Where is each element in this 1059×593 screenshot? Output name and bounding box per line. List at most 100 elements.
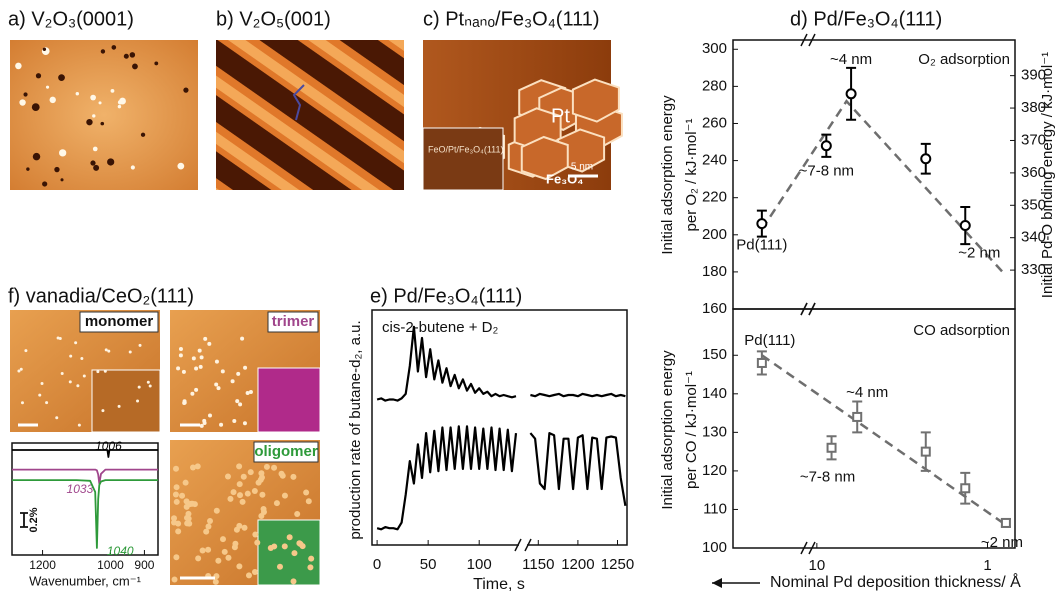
cluster [199, 365, 203, 369]
cluster [291, 578, 297, 584]
cluster [232, 544, 238, 550]
cluster [252, 488, 258, 494]
cluster [179, 353, 183, 357]
cluster [240, 337, 244, 341]
cluster [176, 366, 180, 370]
adatom [177, 163, 184, 170]
cluster [17, 370, 20, 373]
panel-title: a) V₂O₃(0001) [8, 8, 134, 30]
cluster [271, 465, 277, 471]
x-tick-label: 1200 [29, 558, 56, 572]
cluster [215, 558, 221, 564]
y-axis-label: per O₂ / kJ·mol⁻¹ [683, 119, 700, 232]
plot-frame [733, 40, 1015, 309]
cluster [76, 384, 79, 387]
adatom [32, 103, 40, 111]
cluster [203, 337, 207, 341]
cluster [294, 511, 300, 517]
cluster [207, 342, 211, 346]
cluster [41, 382, 44, 385]
cluster [241, 474, 247, 480]
series-line [377, 426, 625, 529]
cluster [173, 491, 179, 497]
cluster [173, 466, 179, 472]
chart-title: d) Pd/Fe₃O₄(111) [790, 8, 942, 30]
y-axis-label: production rate of butane-d₂, a.u. [347, 320, 364, 539]
annotation: CO adsorption [913, 322, 1010, 339]
cluster [217, 386, 221, 390]
cluster [182, 370, 186, 374]
stm-image [216, 40, 404, 190]
adatom [90, 95, 96, 101]
cluster [240, 499, 246, 505]
series-line [377, 327, 625, 401]
adatom [107, 158, 114, 165]
cluster [264, 464, 270, 470]
cluster [194, 366, 198, 370]
image-label: monomer [85, 313, 154, 330]
cluster [183, 480, 189, 486]
y2-tick-label: 380 [1021, 99, 1046, 116]
x-tick-label: 1200 [561, 556, 594, 573]
cluster [282, 493, 288, 499]
adatom [19, 99, 25, 105]
peak-label: 1006 [95, 439, 122, 453]
image-label: oligomer [254, 443, 318, 460]
point-label: ~2 nm [958, 244, 1000, 261]
y2-tick-label: 350 [1021, 196, 1046, 213]
cluster [203, 529, 209, 535]
point [1002, 519, 1010, 527]
adatom [58, 74, 65, 81]
y-tick-label: 100 [702, 539, 727, 556]
adatom [90, 160, 95, 165]
cluster [237, 492, 243, 498]
cluster [232, 419, 236, 423]
adatom [46, 86, 49, 89]
x-tick-label: 900 [134, 558, 154, 572]
inset-image [258, 520, 320, 585]
cluster [202, 419, 206, 423]
cluster [192, 356, 196, 360]
inset-label: FeO/Pt/Fe₃O₄(111) [428, 144, 504, 154]
cluster [171, 515, 177, 521]
point [961, 484, 969, 492]
adatom [26, 167, 29, 170]
point-label: ~7-8 nm [799, 163, 854, 180]
cluster [21, 401, 24, 404]
y-axis-label: per CO / kJ·mol⁻¹ [683, 371, 700, 489]
cluster [38, 394, 41, 397]
adatom [100, 122, 104, 126]
cluster [147, 381, 150, 384]
cluster [221, 369, 225, 373]
figure: a) V₂O₃(0001) b) V₂O₅(001) c) Ptₙₐₙₒ/Fe₃… [0, 0, 1059, 593]
y-tick-label: 300 [702, 40, 727, 57]
cluster [172, 576, 178, 582]
y-tick-label: 130 [702, 423, 727, 440]
y2-tick-label: 360 [1021, 164, 1046, 181]
point-label: ~4 nm [846, 384, 888, 401]
adatom [141, 133, 145, 137]
cluster [138, 386, 141, 389]
adatom [183, 88, 188, 93]
cluster [296, 540, 302, 546]
y-tick-label: 120 [702, 462, 727, 479]
adatom [54, 167, 59, 172]
cluster [248, 469, 254, 475]
panel-title: b) V₂O₅(001) [216, 8, 331, 30]
adatom [15, 63, 22, 70]
adatom [50, 97, 56, 103]
cluster [225, 555, 231, 561]
cluster [207, 518, 213, 524]
cluster [101, 409, 104, 412]
image-label: trimer [272, 313, 315, 330]
annotation: cis-2-butene + D₂ [382, 319, 498, 336]
cluster [214, 508, 220, 514]
cluster [235, 399, 239, 403]
peak-label: 1033 [67, 482, 94, 496]
point [921, 154, 930, 163]
cluster [24, 349, 27, 352]
cluster [190, 392, 194, 396]
y-tick-label: 150 [702, 346, 727, 363]
cluster [184, 520, 190, 526]
cluster [205, 547, 211, 553]
